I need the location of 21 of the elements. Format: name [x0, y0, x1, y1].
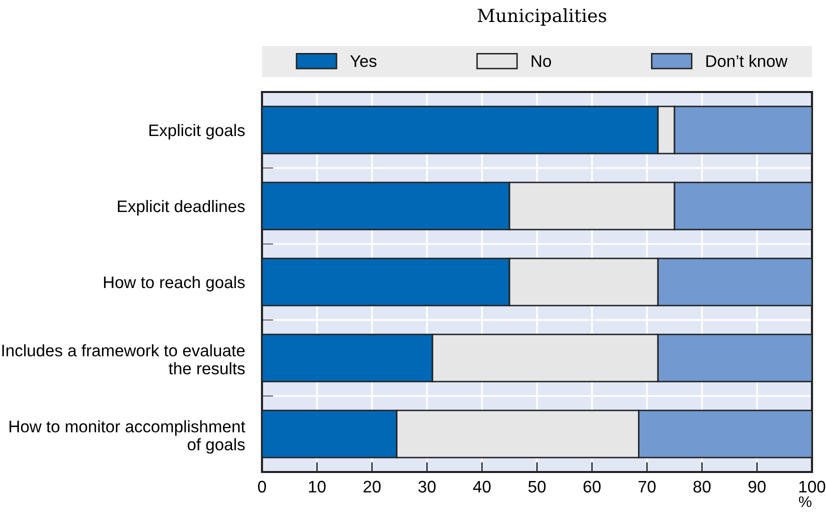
chart-title: Municipalities	[478, 8, 606, 26]
legend-label: No	[532, 55, 551, 68]
y-tick-label: Explicit deadlines	[118, 200, 245, 216]
x-axis-title: %	[798, 496, 812, 508]
y-tick-label: Includes a framework to evaluate the results	[2, 344, 245, 374]
x-tick-label: 40	[473, 480, 491, 493]
x-tick-label: 0	[258, 480, 266, 493]
x-tick-label: 70	[638, 480, 656, 493]
x-tick-label: 30	[418, 480, 436, 493]
x-tick-label: 50	[528, 480, 546, 493]
y-tick-label: Explicit goals	[149, 124, 245, 140]
x-tick-label: 90	[748, 480, 766, 493]
y-tick-label: How to monitor accomplishment of goals	[10, 420, 246, 454]
x-tick-label: 60	[584, 480, 601, 493]
x-tick-label: 10	[309, 480, 326, 493]
x-tick-label: 20	[364, 480, 381, 493]
legend-label: Yes	[350, 55, 376, 68]
y-tick-label: How to reach goals	[104, 276, 245, 292]
x-tick-label: 80	[693, 480, 711, 493]
legend-label: Don’t know	[706, 54, 788, 68]
x-tick-label: 100	[799, 480, 826, 493]
